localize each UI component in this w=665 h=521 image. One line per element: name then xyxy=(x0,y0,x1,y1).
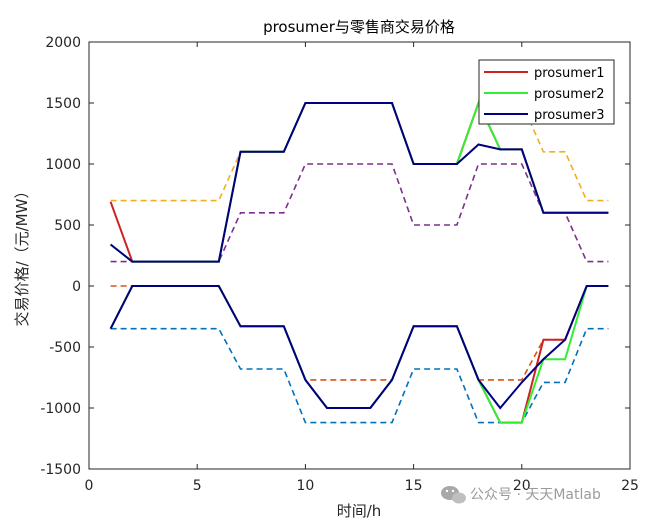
reference-line-4 xyxy=(110,327,609,424)
y-axis-label: 交易价格/（元/MW） xyxy=(13,184,31,327)
series-line-prosumer3-sell xyxy=(109,102,609,263)
legend-label-prosumer2: prosumer2 xyxy=(534,87,605,102)
series-lines xyxy=(109,100,609,424)
y-tick-label: -500 xyxy=(49,340,81,356)
axes-box xyxy=(88,41,631,470)
series-line-prosumer3-buy xyxy=(109,285,609,410)
wechat-icon xyxy=(441,486,466,504)
y-axis: -1500 -1000 -500 0 500 1000 1500 2000 xyxy=(40,35,630,478)
x-tick-label: 5 xyxy=(193,478,202,494)
watermark-text: 公众号 · 天天Matlab xyxy=(470,487,601,503)
watermark: 公众号 · 天天Matlab xyxy=(441,486,601,504)
x-tick-label: 25 xyxy=(621,478,639,494)
x-tick-label: 10 xyxy=(296,478,314,494)
x-tick-label: 15 xyxy=(405,478,423,494)
legend: prosumer1 prosumer2 prosumer3 xyxy=(478,59,615,125)
x-tick-label: 0 xyxy=(85,478,94,494)
x-axis-label: 时间/h xyxy=(337,502,382,520)
x-axis: 0 5 10 15 20 25 xyxy=(85,42,639,494)
y-tick-label: 500 xyxy=(54,218,81,234)
y-tick-label: 1000 xyxy=(45,157,81,173)
y-tick-label: 1500 xyxy=(45,96,81,112)
legend-label-prosumer1: prosumer1 xyxy=(534,66,605,81)
y-tick-label: -1500 xyxy=(40,462,81,478)
y-tick-label: -1000 xyxy=(40,401,81,417)
y-tick-label: 0 xyxy=(72,279,81,295)
y-tick-label: 2000 xyxy=(45,35,81,51)
chart-title: prosumer与零售商交易价格 xyxy=(263,18,455,36)
x-tick-label: 20 xyxy=(513,478,531,494)
legend-label-prosumer3: prosumer3 xyxy=(534,108,605,123)
